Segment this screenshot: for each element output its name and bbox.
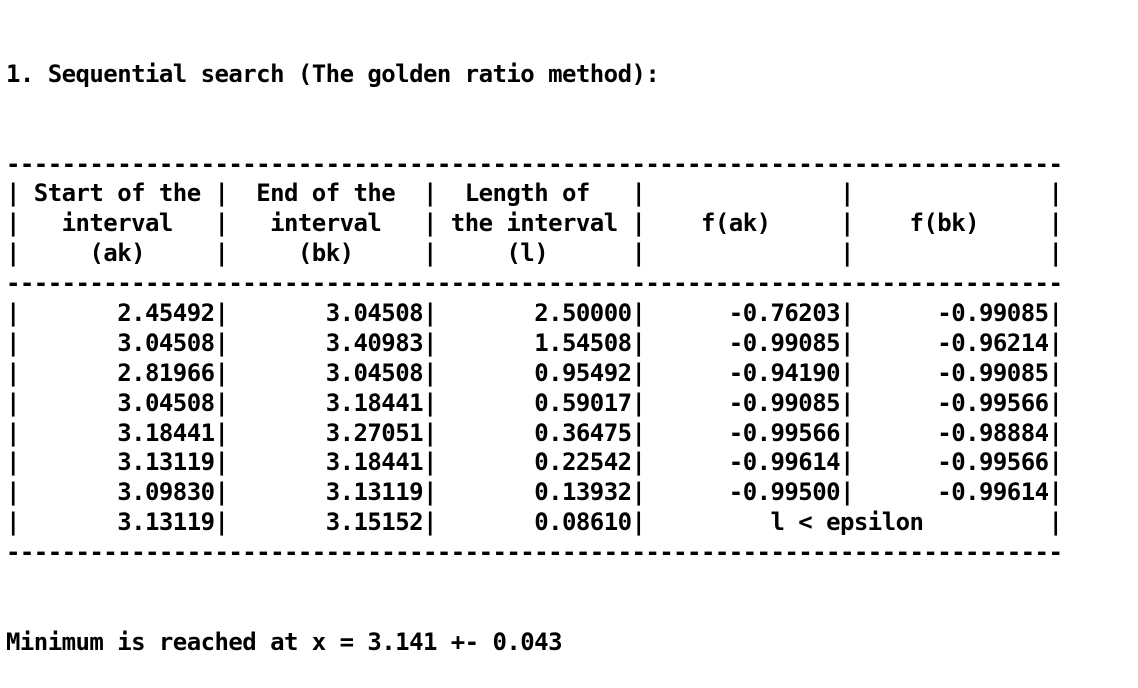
termination-note: l < epsilon [645,508,1049,537]
table-row-final: | 3.13119| 3.15152| 0.08610| l < epsilon… [6,508,1063,537]
column-header-text: Length of [436,179,632,208]
table-cell: 2.81966 [19,358,215,387]
table-row: | 3.13119| 3.18441| 0.22542| -0.99614| -… [6,448,1063,477]
table-cell: -0.99614 [853,478,1049,507]
table-cell: 0.95492 [436,358,632,387]
table-cell: 3.40983 [228,328,424,357]
table-rule-top: ----------------------------------------… [6,149,1063,178]
table-cell: 3.18441 [19,418,215,447]
table-row: | 2.81966| 3.04508| 0.95492| -0.94190| -… [6,358,1063,387]
column-header-text: interval [19,209,215,238]
header-line: | Start of the | End of the | Length of … [6,179,1063,208]
results-table: ----------------------------------------… [6,149,1063,568]
table-cell: 3.13119 [19,508,215,537]
table-cell: 3.13119 [228,478,424,507]
table-cell: 0.36475 [436,418,632,447]
table-row: | 3.18441| 3.27051| 0.36475| -0.99566| -… [6,418,1063,447]
column-header-text: the interval [436,209,632,238]
table-cell: 3.13119 [19,448,215,477]
table-cell: 3.04508 [19,388,215,417]
table-cell: -0.99614 [645,448,841,477]
table-cell: -0.99085 [645,328,841,357]
table-cell: 3.04508 [228,358,424,387]
column-header-text: (ak) [19,239,215,268]
column-header-text: End of the [228,179,423,208]
header-line: | interval | interval | the interval | f… [6,209,1063,238]
table-cell: -0.99566 [853,448,1049,477]
table-row: | 3.04508| 3.40983| 1.54508| -0.99085| -… [6,328,1063,357]
table-cell: 2.45492 [19,298,215,327]
table-rule-header: ----------------------------------------… [6,269,1063,298]
console-output: 1. Sequential search (The golden ratio m… [6,0,1063,688]
column-header-text: f(bk) [853,209,1049,238]
header-line: | (ak) | (bk) | (l) | | | [6,239,1063,268]
table-cell: 3.27051 [228,418,424,447]
table-row: | 3.04508| 3.18441| 0.59017| -0.99085| -… [6,388,1063,417]
table-cell: 3.04508 [19,328,215,357]
table-cell: 0.13932 [436,478,632,507]
table-cell: -0.96214 [853,328,1049,357]
column-header-text: Start of the [19,179,215,208]
table-cell: 3.18441 [228,448,424,477]
column-header-text: f(ak) [645,209,840,238]
table-row: | 2.45492| 3.04508| 2.50000| -0.76203| -… [6,298,1063,327]
table-cell: -0.99500 [645,478,841,507]
table-cell: 2.50000 [436,298,632,327]
result-summary: Minimum is reached at x = 3.141 +- 0.043 [6,627,563,656]
table-cell: -0.99085 [853,358,1049,387]
table-cell: -0.94190 [645,358,841,387]
column-header-text: (bk) [228,239,423,268]
table-cell: -0.99085 [853,298,1049,327]
table-cell: -0.99566 [645,418,841,447]
table-cell: 0.59017 [436,388,632,417]
column-header-text: interval [228,209,423,238]
table-cell: -0.98884 [853,418,1049,447]
table-cell: 3.15152 [228,508,424,537]
table-row: | 3.09830| 3.13119| 0.13932| -0.99500| -… [6,478,1063,507]
table-cell: 3.18441 [228,388,424,417]
table-cell: 0.08610 [436,508,632,537]
table-cell: -0.99085 [645,388,841,417]
column-header-text: (l) [436,239,632,268]
result-heading: 1. Sequential search (The golden ratio m… [6,59,660,88]
table-rule-bottom: ----------------------------------------… [6,538,1063,567]
table-cell: 1.54508 [436,328,632,357]
table-cell: 3.09830 [19,478,215,507]
table-cell: 0.22542 [436,448,632,477]
table-cell: -0.76203 [645,298,841,327]
table-cell: 3.04508 [228,298,424,327]
table-cell: -0.99566 [853,388,1049,417]
